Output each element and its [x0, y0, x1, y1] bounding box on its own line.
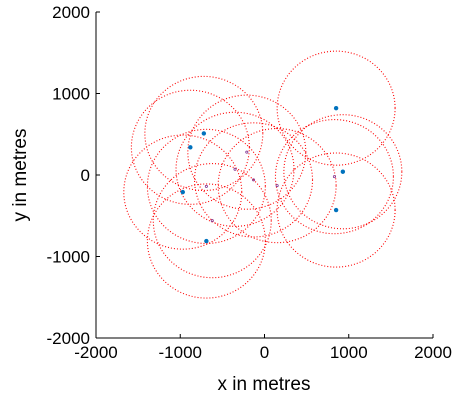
range-circle-1 [276, 50, 396, 166]
data-point-3 [188, 145, 193, 150]
y-tick-label-3: 0 [81, 166, 90, 185]
secondary-point-3 [275, 184, 279, 188]
data-point-4 [340, 169, 346, 174]
data-point-1 [333, 105, 339, 111]
range-circle-14 [194, 122, 314, 238]
y-axis-label: y in metres [10, 129, 31, 222]
range-circle-11 [274, 119, 394, 235]
data-point-2 [201, 131, 207, 136]
y-tick-label-1: -2000 [47, 329, 90, 348]
secondary-point-2 [204, 184, 208, 188]
secondary-point-4 [332, 175, 336, 179]
axes: -2000 -1000 0 1000 2000 -2000 -1000 0 1000 2000 [47, 3, 452, 362]
range-circle-4 [283, 114, 403, 230]
range-circle-9 [146, 128, 266, 245]
data-point-6 [333, 207, 339, 213]
range-circle-10 [217, 127, 337, 244]
secondary-point-6 [210, 219, 214, 223]
x-tick-label-5: 2000 [414, 343, 452, 362]
secondary-point-1 [245, 150, 249, 154]
y-tick-label-4: 1000 [52, 85, 90, 104]
data-point-5 [180, 189, 185, 195]
range-circle-3 [130, 89, 250, 205]
x-tick-label-3: 0 [260, 343, 269, 362]
range-circle-12 [175, 111, 295, 227]
x-tick-label-4: 1000 [330, 343, 368, 362]
plot-area [123, 50, 403, 299]
range-circle-6 [276, 152, 396, 268]
y-tick-label-2: -1000 [47, 248, 90, 267]
x-axis-label: x in metres [218, 374, 311, 395]
range-circle-2 [144, 75, 264, 192]
y-tick-label-5: 2000 [52, 3, 90, 22]
secondary-point-7 [252, 178, 256, 182]
data-point-7 [204, 238, 209, 244]
secondary-point-5 [233, 167, 237, 171]
range-circle-5 [123, 134, 243, 250]
x-tick-label-1: -2000 [74, 343, 117, 362]
range-circle-13 [152, 163, 272, 279]
x-tick-label-2: -1000 [159, 343, 202, 362]
range-circle-8 [187, 94, 307, 210]
